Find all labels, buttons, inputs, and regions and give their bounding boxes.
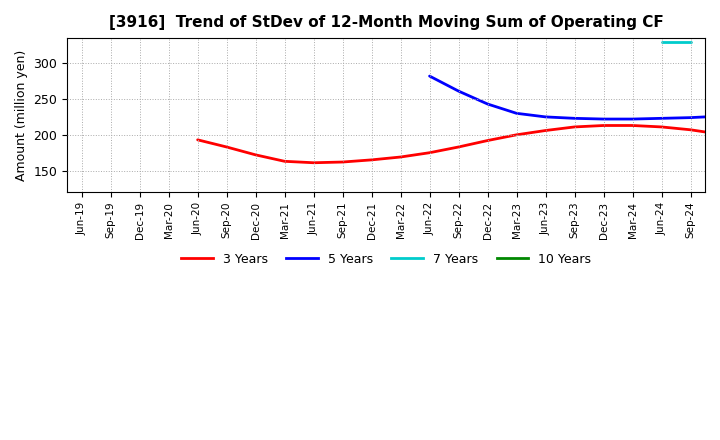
Legend: 3 Years, 5 Years, 7 Years, 10 Years: 3 Years, 5 Years, 7 Years, 10 Years [176, 248, 596, 271]
Y-axis label: Amount (million yen): Amount (million yen) [15, 49, 28, 181]
Title: [3916]  Trend of StDev of 12-Month Moving Sum of Operating CF: [3916] Trend of StDev of 12-Month Moving… [109, 15, 663, 30]
